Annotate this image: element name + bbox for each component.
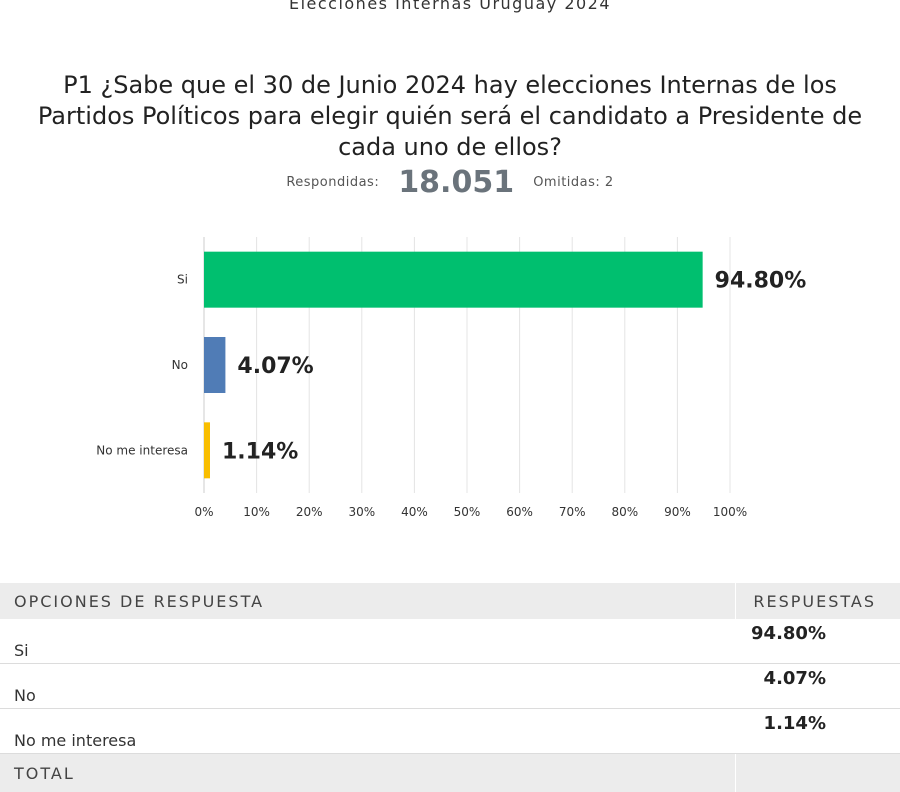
x-tick-label: 80% — [611, 505, 638, 519]
x-tick-label: 10% — [243, 505, 270, 519]
x-tick-label: 0% — [194, 505, 213, 519]
table-row-value: 1.14% — [763, 713, 826, 734]
page-header-title: Elecciones Internas Uruguay 2024 — [288, 0, 612, 13]
skipped-label: Omitidas: 2 — [533, 175, 614, 190]
x-tick-label: 50% — [454, 505, 481, 519]
bar — [204, 422, 210, 479]
answered-count: 18.051 — [398, 165, 515, 200]
table-header-responses: RESPUESTAS — [753, 592, 876, 611]
table-header-row: OPCIONES DE RESPUESTA RESPUESTAS — [0, 583, 900, 619]
data-label: 94.80% — [715, 269, 807, 294]
x-tick-label: 100% — [713, 505, 747, 519]
column-divider — [735, 583, 736, 619]
table-row-label: No me interesa — [14, 731, 137, 750]
question-text: P1 ¿Sabe que el 30 de Junio 2024 hay ele… — [37, 71, 863, 161]
results-table: OPCIONES DE RESPUESTA RESPUESTAS Si 94.8… — [0, 583, 900, 792]
table-row: Si 94.80% — [0, 619, 900, 664]
answered-label: Respondidas: — [286, 175, 380, 190]
bar-chart: 0% 10% 20% 30% 40% 50% 60% 70% 80% 90% 100% Si 94.80… — [96, 237, 807, 519]
category-label: Si — [177, 273, 188, 287]
table-row: No 4.07% — [0, 664, 900, 709]
x-tick-label: 20% — [296, 505, 323, 519]
column-divider — [735, 754, 736, 792]
x-tick-label: 90% — [664, 505, 691, 519]
table-row-value: 94.80% — [751, 623, 826, 644]
data-label: 4.07% — [237, 354, 313, 379]
table-header-options: OPCIONES DE RESPUESTA — [14, 592, 265, 611]
x-tick-label: 30% — [348, 505, 375, 519]
data-label: 1.14% — [222, 439, 298, 464]
x-tick-label: 40% — [401, 505, 428, 519]
table-row-label: No — [14, 686, 36, 705]
table-total-row: TOTAL — [0, 754, 900, 792]
x-tick-label: 60% — [506, 505, 533, 519]
bar — [204, 337, 226, 393]
x-tick-label: 70% — [559, 505, 586, 519]
table-total-label: TOTAL — [14, 764, 75, 783]
table-row-value: 4.07% — [763, 668, 826, 689]
response-stats: Respondidas: 18.051 Omitidas: 2 — [0, 165, 900, 200]
bar — [204, 251, 703, 308]
table-row: No me interesa 1.14% — [0, 709, 900, 754]
category-label: No me interesa — [96, 443, 188, 457]
table-row-label: Si — [14, 641, 29, 660]
category-label: No — [172, 358, 188, 372]
